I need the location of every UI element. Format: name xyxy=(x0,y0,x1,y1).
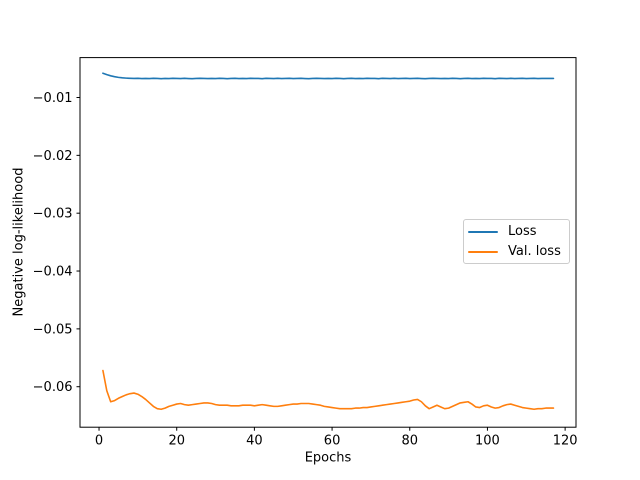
x-tick-label: 0 xyxy=(95,434,103,449)
y-tick-label: −0.04 xyxy=(33,265,73,280)
y-tick-label: −0.03 xyxy=(33,207,73,222)
x-tick-label: 40 xyxy=(246,434,263,449)
legend-entry-val-loss: Val. loss xyxy=(468,242,563,262)
y-tick-label: −0.06 xyxy=(33,380,73,395)
legend-line-swatch-val-loss xyxy=(468,251,498,253)
y-tick-label: −0.05 xyxy=(33,322,73,337)
x-tick-label: 100 xyxy=(475,434,500,449)
x-tick-label: 60 xyxy=(324,434,341,449)
legend-label-loss: Loss xyxy=(508,224,537,239)
x-axis-label: Epochs xyxy=(304,450,352,466)
x-tick-label: 20 xyxy=(168,434,185,449)
x-tick-label: 120 xyxy=(553,434,578,449)
legend-line-swatch-loss xyxy=(468,231,498,233)
legend: Loss Val. loss xyxy=(463,219,570,264)
y-tick-label: −0.01 xyxy=(33,91,73,106)
legend-label-val-loss: Val. loss xyxy=(508,244,561,259)
loss-line xyxy=(102,72,555,80)
val-loss-line xyxy=(102,369,555,411)
y-axis-label: Negative log-likelihood xyxy=(11,167,27,317)
x-tick-label: 80 xyxy=(401,434,418,449)
axes-frame xyxy=(79,57,577,428)
legend-entry-loss: Loss xyxy=(468,222,563,242)
y-tick-label: −0.02 xyxy=(33,149,73,164)
